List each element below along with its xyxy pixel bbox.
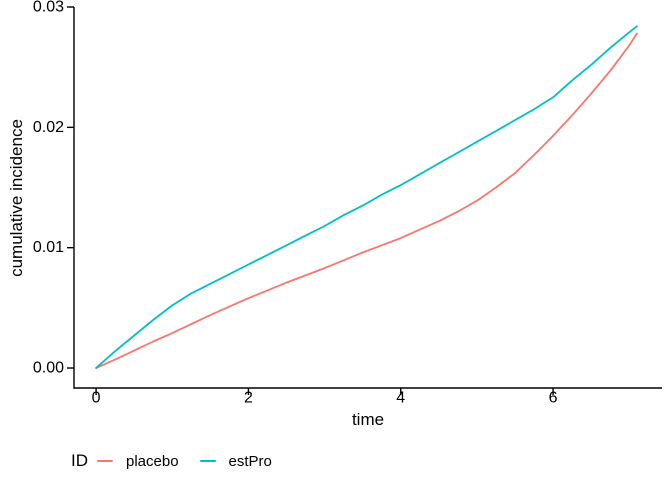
y-tick-label: 0.00 (33, 360, 64, 377)
series-line-placebo (95, 32, 638, 369)
legend-item-label: placebo (126, 452, 179, 470)
x-tick-label: 6 (549, 390, 558, 407)
y-tick-label: 0.03 (33, 0, 64, 16)
placebo-key-line (97, 460, 113, 462)
legend: ID placebo estPro (71, 451, 272, 471)
x-tick-label: 2 (244, 390, 253, 407)
y-axis-title: cumulative incidence (7, 119, 26, 277)
x-tick-label: 4 (396, 390, 405, 407)
series-line-estPro (95, 25, 638, 369)
legend-item-placebo: placebo (97, 453, 179, 470)
legend-item-estpro: estPro (199, 452, 272, 470)
x-tick-label: 0 (92, 390, 101, 407)
x-axis-title: time (351, 410, 385, 429)
legend-title: ID (71, 451, 88, 470)
legend-item-label: estPro (228, 452, 272, 470)
estpro-key-line (199, 460, 216, 462)
y-tick-label: 0.01 (33, 239, 64, 256)
y-tick-label: 0.02 (33, 119, 64, 136)
